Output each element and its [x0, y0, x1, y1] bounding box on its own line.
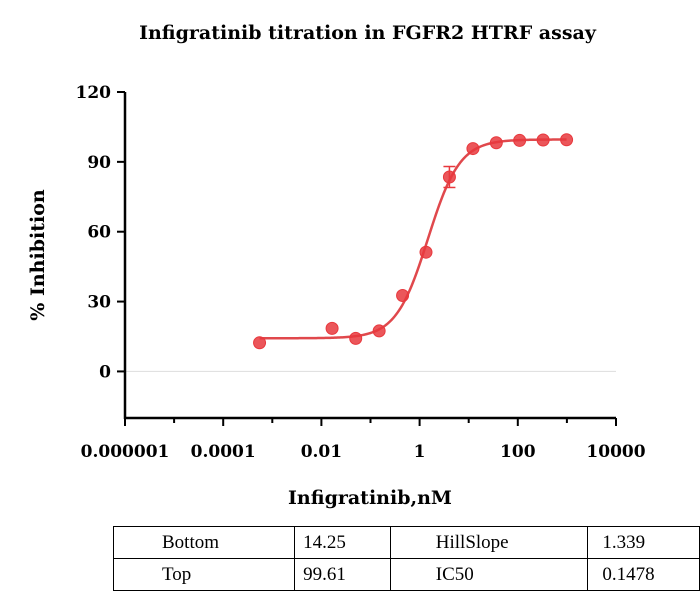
data-point — [349, 331, 363, 345]
data-point — [396, 289, 410, 303]
data-points — [253, 133, 574, 350]
y-tick-label: 60 — [87, 223, 111, 243]
fit-curve — [259, 138, 567, 340]
table-cell: Top — [112, 558, 296, 591]
table-cell: Bottom — [112, 526, 296, 559]
data-point — [489, 136, 503, 150]
y-tick-label: 30 — [87, 293, 111, 313]
y-tick-label: 120 — [76, 83, 112, 103]
data-point — [513, 133, 527, 147]
chart-title: Infigratinib titration in FGFR2 HTRF ass… — [139, 22, 596, 44]
x-tick-label: 1 — [414, 442, 426, 462]
plot-area: 0.000001 0.0001 0.01 1 100 10000 0 30 60 90 120 — [76, 83, 646, 462]
data-point — [560, 133, 574, 147]
x-ticks: 0.000001 0.0001 0.01 1 100 10000 — [81, 418, 646, 462]
x-tick-label: 10000 — [586, 442, 645, 462]
y-tick-label: 0 — [99, 362, 111, 382]
data-point — [442, 170, 456, 184]
y-ticks: 0 30 60 90 120 — [76, 83, 125, 382]
table-row: Top 99.61 IC50 0.1478 — [112, 558, 700, 591]
data-point — [372, 324, 386, 338]
data-point — [325, 321, 339, 335]
x-tick-label: 0.000001 — [81, 442, 170, 462]
y-tick-label: 90 — [87, 153, 111, 173]
data-point — [253, 336, 267, 350]
x-tick-label: 0.0001 — [191, 442, 256, 462]
table-cell: HillSlope — [389, 526, 589, 559]
data-point — [419, 245, 433, 259]
x-tick-label: 0.01 — [301, 442, 342, 462]
fit-parameters-table: Bottom 14.25 HillSlope 1.339 Top 99.61 I… — [112, 526, 700, 591]
x-axis-label: Infigratinib,nM — [288, 487, 452, 509]
x-tick-label: 100 — [500, 442, 536, 462]
table-cell: 0.1478 — [587, 558, 700, 591]
data-point — [536, 133, 550, 147]
table-cell: 99.61 — [294, 558, 391, 591]
table-row: Bottom 14.25 HillSlope 1.339 — [112, 526, 700, 559]
data-point — [466, 142, 480, 156]
table-cell: 14.25 — [294, 526, 391, 559]
table-cell: 1.339 — [587, 526, 700, 559]
table-cell: IC50 — [389, 558, 589, 591]
